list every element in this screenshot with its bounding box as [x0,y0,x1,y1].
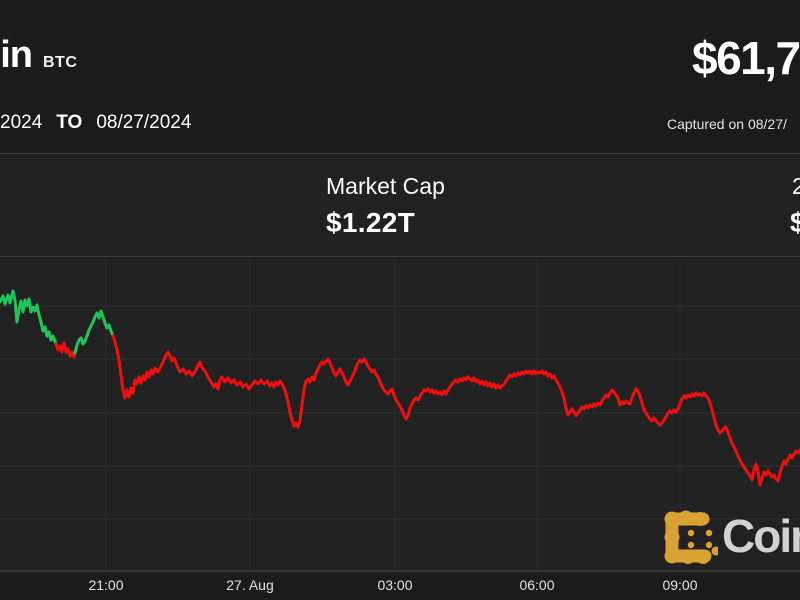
price-line-red-1 [54,341,77,359]
price-line-green-2 [73,309,115,355]
date-range-to-label: TO [56,112,83,133]
market-cap-value: $1.22T [326,207,415,238]
coindesk-watermark: Coin [658,502,800,565]
coindesk-icon [664,510,718,564]
coin-ticker: BTC [42,54,78,71]
x-tick-label: 27. Aug [226,577,274,593]
stats-band: Market Cap $1.22T 2 $ [0,153,800,257]
x-tick-label: 06:00 [519,577,554,593]
coindesk-wordmark-partial: Coin [722,510,800,562]
date-from-field[interactable]: 2024 [0,112,43,133]
x-tick-label: 03:00 [377,577,412,593]
price-line-green-1 [0,289,58,346]
x-tick-label: 09:00 [662,577,697,593]
coin-name-partial: oin [0,34,33,76]
price-line-red-2 [111,334,800,487]
price-chart-canvas[interactable]: 21:00 27. Aug 03:00 06:00 09:00 [0,258,800,600]
right-stat-label-partial: 2 [792,173,800,199]
current-price: $61,7 [692,32,800,84]
date-to-field[interactable]: 08/27/2024 [96,112,192,133]
market-cap-label: Market Cap [326,173,445,199]
x-tick-label: 21:00 [88,577,123,593]
date-range: 2024 TO 08/27/2024 [0,112,191,134]
coin-title: oin BTC [0,36,77,74]
right-stat-value-partial: $ [790,207,800,238]
captured-timestamp: Captured on 08/27/ [667,116,787,132]
right-stat-partial: 2 $ [790,173,800,239]
market-cap-stat: Market Cap $1.22T [326,173,445,239]
price-chart[interactable]: 21:00 27. Aug 03:00 06:00 09:00 Coin [0,258,800,600]
